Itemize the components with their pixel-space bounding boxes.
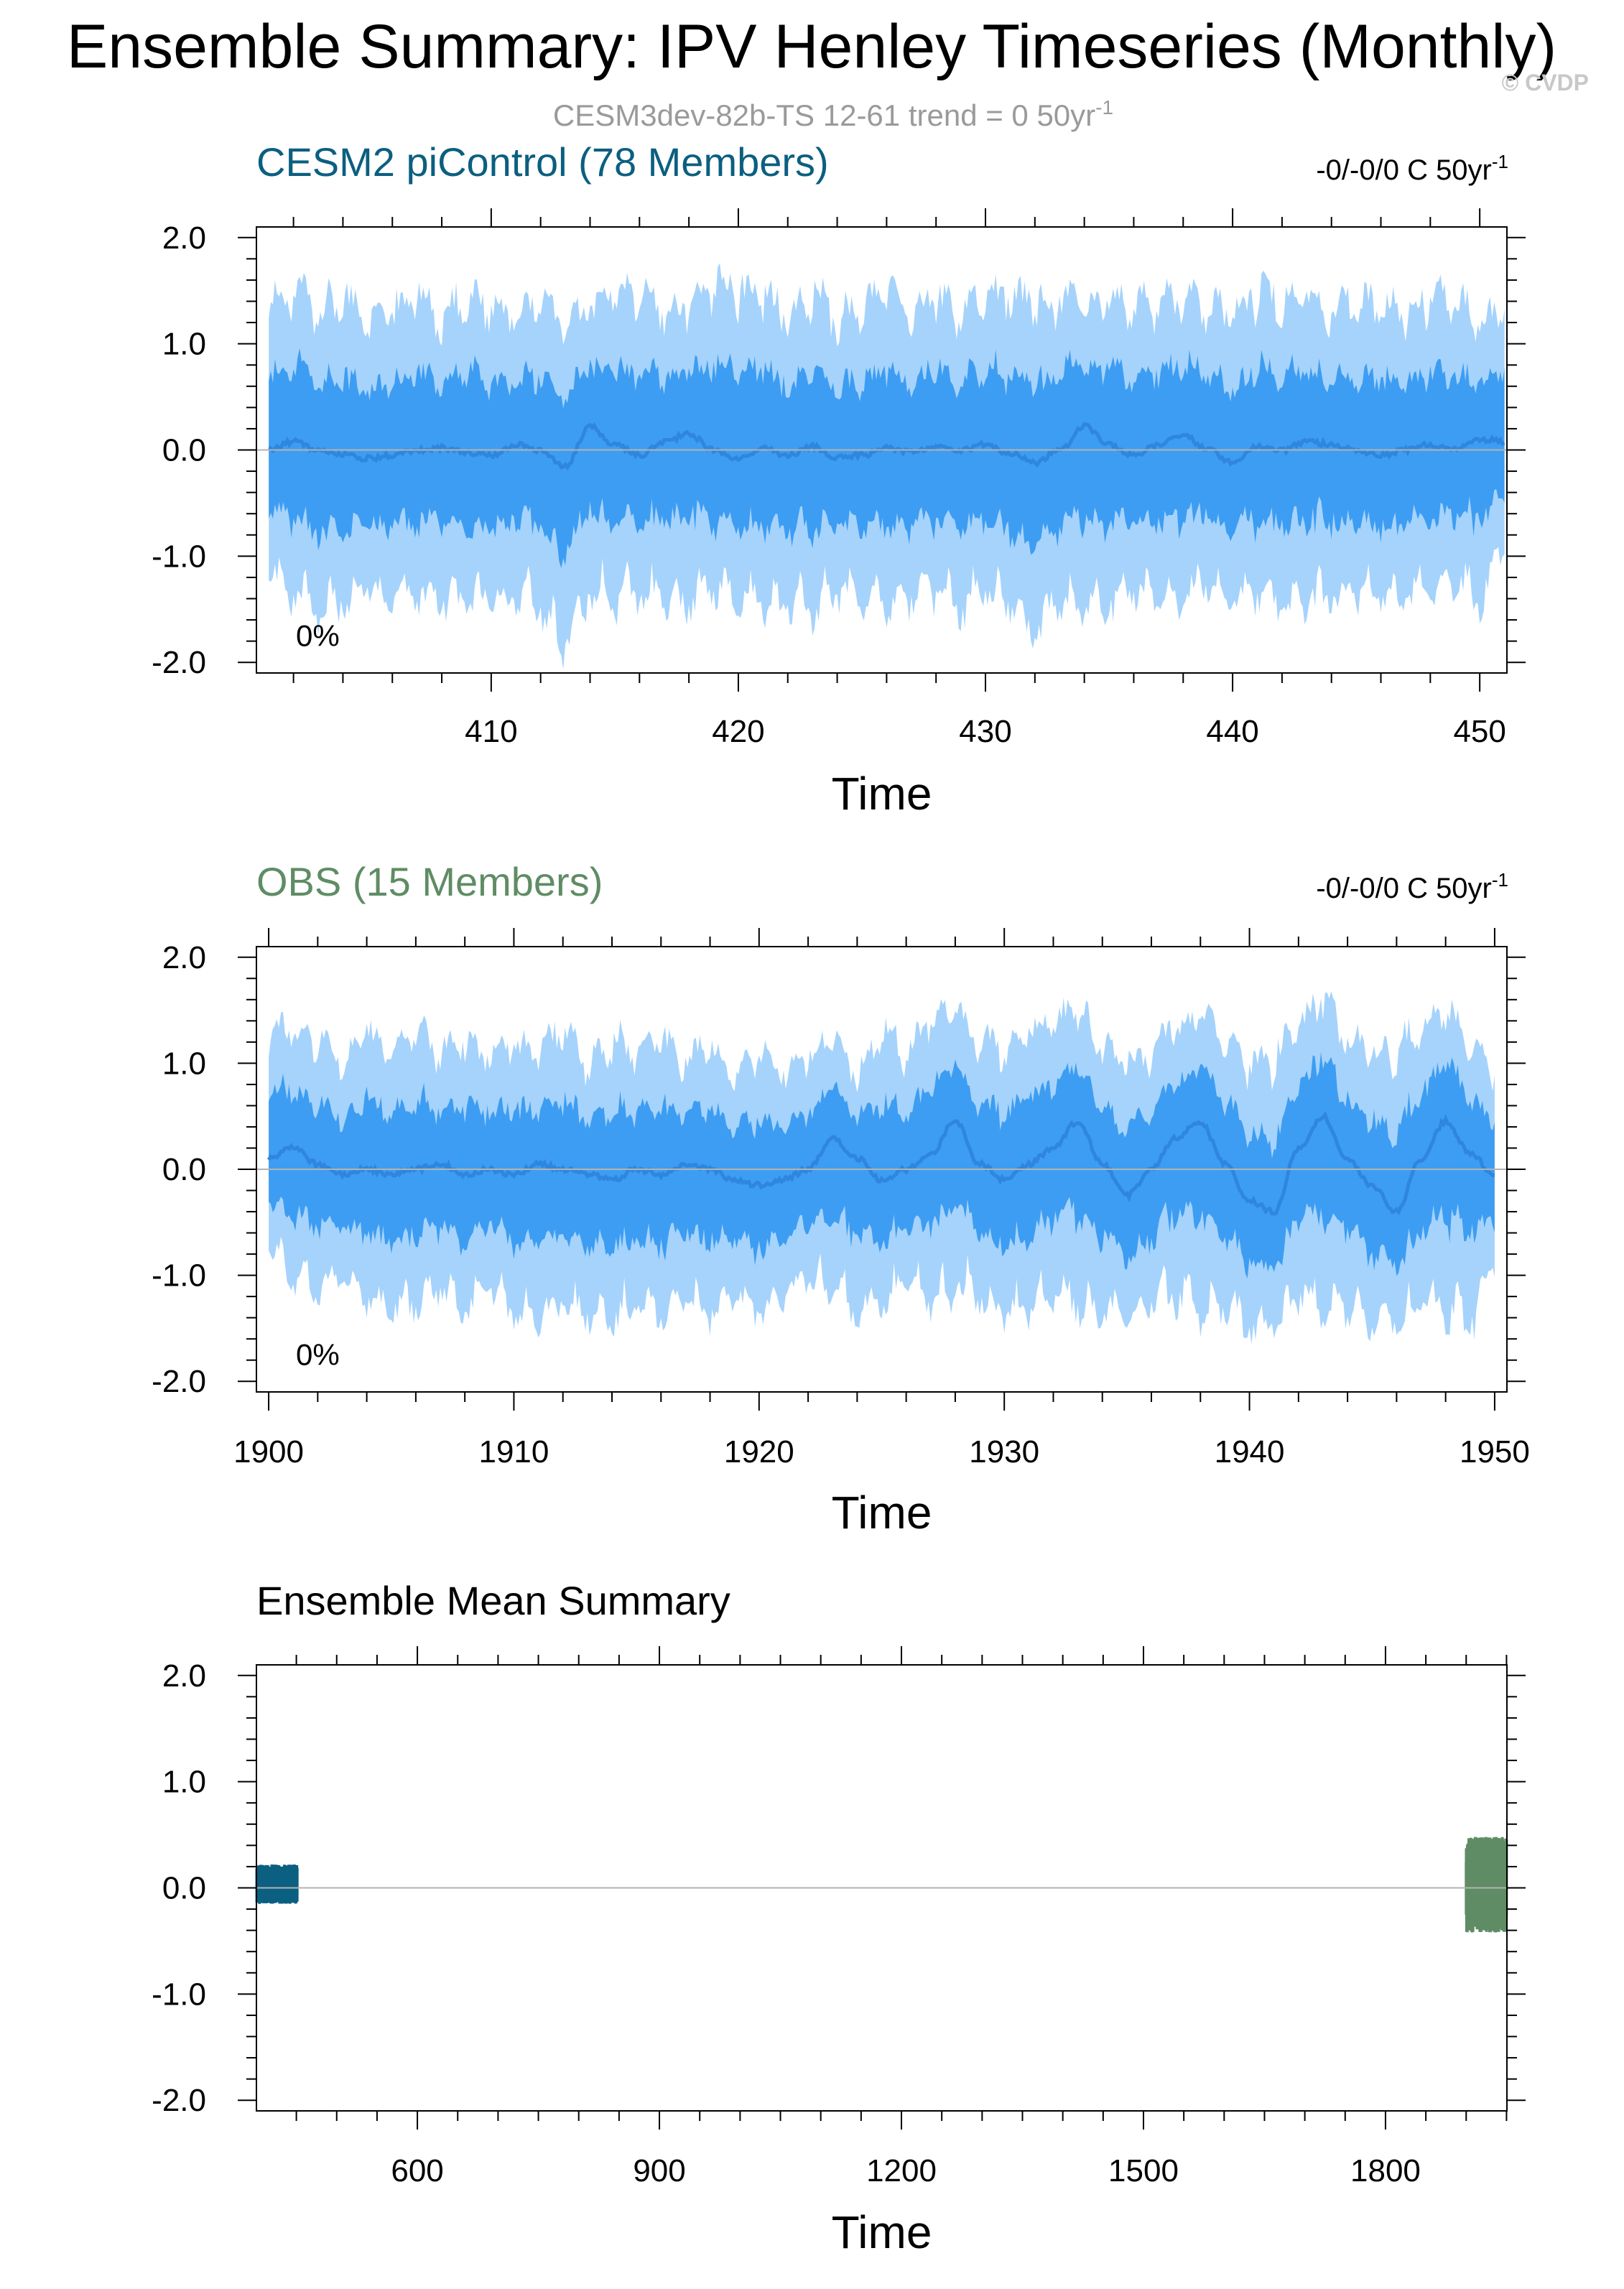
ensemble-mean-line (266, 1111, 1495, 1216)
x-tick-label: 1200 (866, 2153, 937, 2188)
figure-title: Ensemble Summary: IPV Henley Timeseries … (67, 12, 1556, 81)
trend-text-obs: -0/-0/0 C 50yr (1316, 873, 1492, 904)
x-tick-label: 1920 (724, 1434, 794, 1469)
panel-title-obs: OBS (15 Members) (256, 859, 603, 904)
figure-subtitle: CESM3dev-82b-TS 12-61 trend = 0 50yr-1 (553, 96, 1113, 132)
y-tick-label: 0.0 (162, 433, 206, 468)
x-tick-label: 450 (1453, 714, 1505, 749)
y-tick-label: 1.0 (162, 1765, 206, 1800)
y-tick-label: -2.0 (152, 2083, 206, 2118)
x-tick-label: 600 (391, 2153, 443, 2188)
x-tick-label: 1940 (1215, 1434, 1285, 1469)
y-tick-label: 2.0 (162, 1658, 206, 1694)
ensemble-mean-series-cesm (255, 1864, 299, 1904)
ensemble-interquartile-band (269, 1051, 1495, 1278)
x-tick-label: 410 (465, 714, 517, 749)
percent-label: 0% (296, 618, 340, 652)
x-tick-label: 420 (712, 714, 764, 749)
ensemble-mean-line (268, 422, 1505, 470)
panel-title-ensemble-mean: Ensemble Mean Summary (256, 1578, 730, 1623)
y-tick-label: -2.0 (152, 645, 206, 680)
x-axis-label: Time (832, 2206, 932, 2258)
y-tick-label: 1.0 (162, 327, 206, 362)
ensemble-interquartile-band (269, 348, 1505, 569)
trend-superscript-cesm: -1 (1492, 151, 1508, 172)
x-tick-label: 430 (959, 714, 1011, 749)
x-axis-label: Time (832, 1487, 932, 1538)
trend-label-cesm: -0/-0/0 C 50yr-1 (1316, 151, 1508, 186)
x-tick-label: 440 (1206, 714, 1258, 749)
subtitle-superscript: -1 (1095, 96, 1113, 119)
x-tick-label: 900 (633, 2153, 685, 2188)
y-tick-label: 2.0 (162, 220, 206, 256)
y-tick-label: 2.0 (162, 940, 206, 975)
panel-ensemble-mean: Ensemble Mean Summary -2.0 -1.0 0.0 1.0 2.0 6… (152, 1578, 1526, 2258)
x-tick-label: 1900 (233, 1434, 304, 1469)
percent-label: 0% (296, 1337, 340, 1371)
ensemble-mean-series-obs (1465, 1837, 1508, 1933)
y-tick-label: -2.0 (152, 1364, 206, 1399)
x-tick-label: 1800 (1350, 2153, 1421, 2188)
trend-label-obs: -0/-0/0 C 50yr-1 (1316, 869, 1508, 904)
watermark: © CVDP (1502, 70, 1589, 96)
y-tick-label: 0.0 (162, 1152, 206, 1187)
y-tick-label: -1.0 (152, 539, 206, 574)
panel-cesm: CESM2 piControl (78 Members) -0/-0/0 C 5… (152, 139, 1526, 820)
subtitle-text: CESM3dev-82b-TS 12-61 trend = 0 50yr (553, 98, 1095, 132)
trend-superscript-obs: -1 (1492, 869, 1508, 891)
x-tick-label: 1500 (1108, 2153, 1179, 2188)
x-tick-label: 1930 (969, 1434, 1039, 1469)
y-tick-label: 1.0 (162, 1046, 206, 1081)
x-tick-label: 1950 (1460, 1434, 1530, 1469)
x-axis-label: Time (832, 768, 932, 820)
trend-text-cesm: -0/-0/0 C 50yr (1316, 154, 1492, 186)
panel-title-cesm: CESM2 piControl (78 Members) (256, 139, 829, 185)
y-tick-label: 0.0 (162, 1871, 206, 1906)
y-tick-label: -1.0 (152, 1258, 206, 1294)
panel-obs: OBS (15 Members) -0/-0/0 C 50yr-1 -2.0 -1… (152, 859, 1530, 1538)
y-tick-label: -1.0 (152, 1977, 206, 2012)
x-tick-label: 1910 (478, 1434, 549, 1469)
